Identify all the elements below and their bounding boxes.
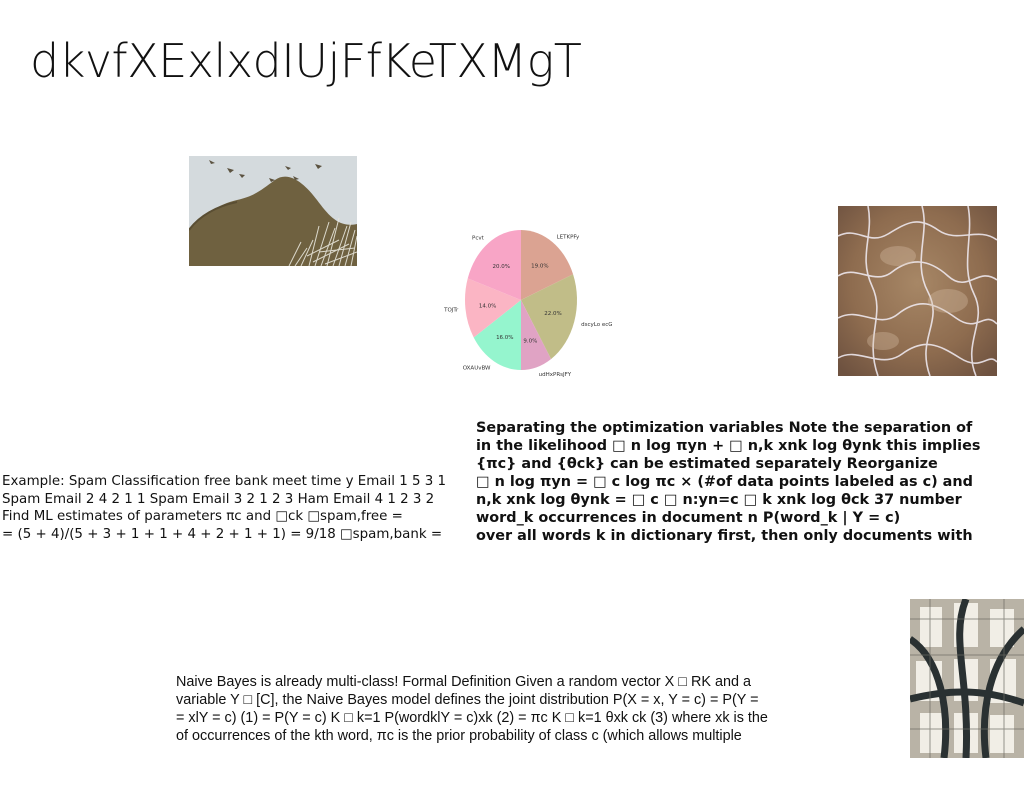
pie-category-label: LETKPFy [557,234,580,240]
pie-slice [521,274,577,360]
pie-slice-percent-label: 9.0% [523,338,537,344]
pie-slice-percent-label: 16.0% [496,335,513,341]
pie-slice [521,230,574,300]
text-line: over all words k in dictionary first, th… [476,528,973,544]
pie-slice-percent-label: 22.0% [544,311,561,317]
page-title: dkvfXExlxdIUjFfKeTXMgT [30,34,582,88]
pie-category-label: TOJTr [443,308,459,314]
pie-category-label: OXAUvBW [463,365,491,371]
text-line: {πc} and {θck} can be estimated separate… [476,456,938,472]
text-line: Spam Email 2 4 2 1 1 Spam Email 3 2 1 2 … [2,491,435,507]
text-line: word_k occurrences in document n P(word_… [476,510,901,526]
pie-chart: 19.0% LETKPFy 22.0% dscyLo ecG 9.0% udHxPRsJF… [440,222,613,382]
pie-slice-percent-label: 20.0% [493,264,510,270]
pie-slice-percent-label: 19.0% [531,263,548,269]
pie-slice [521,300,552,370]
text-line: = (5 + 4)/(5 + 3 + 1 + 1 + 4 + 2 + 1 + 1… [2,526,443,542]
text-line: n,k xnk log θynk = □ c □ n:yn=c □ k xnk … [476,492,962,508]
pie-slice [467,230,521,300]
pie-category-label: Pcvt [472,236,485,242]
pie-chart-svg: 19.0% LETKPFy 22.0% dscyLo ecG 9.0% udHxPRsJF… [443,230,613,378]
text-line: Naive Bayes is already multi-class! Form… [176,674,751,690]
text-line: □ n log πyn = □ c log πc × (#of data poi… [476,474,973,490]
pie-slice-percent-label: 14.0% [479,303,496,309]
naive-bayes-text-block: Naive Bayes is already multi-class! Form… [176,673,896,745]
pie-slice [473,300,521,370]
text-line: variable Y □ [C], the Naive Bayes model … [176,692,759,708]
text-line: Example: Spam Classification free bank m… [2,474,447,489]
pie-category-label: dscyLo ecG [581,322,612,328]
text-line: Separating the optimization variables No… [476,420,973,436]
pie-slice [465,278,521,338]
text-line: = xlY = c) (1) = P(Y = c) K □ k=1 P(word… [176,710,768,726]
text-line: Find ML estimates of parameters πc and □… [2,509,403,524]
spam-example-text-block: Example: Spam Classification free bank m… [2,473,472,543]
text-line: in the likelihood □ n log πyn + □ n,k xn… [476,438,981,454]
birds-landscape-image [189,156,357,266]
optimization-text-block: Separating the optimization variables No… [476,419,1024,545]
text-line: of occurrences of the kth word, πc is th… [176,728,742,744]
gothic-arch-window-image [910,599,1024,758]
pie-category-label: udHxPRsJFY [539,372,572,378]
water-ripple-image [838,206,997,376]
